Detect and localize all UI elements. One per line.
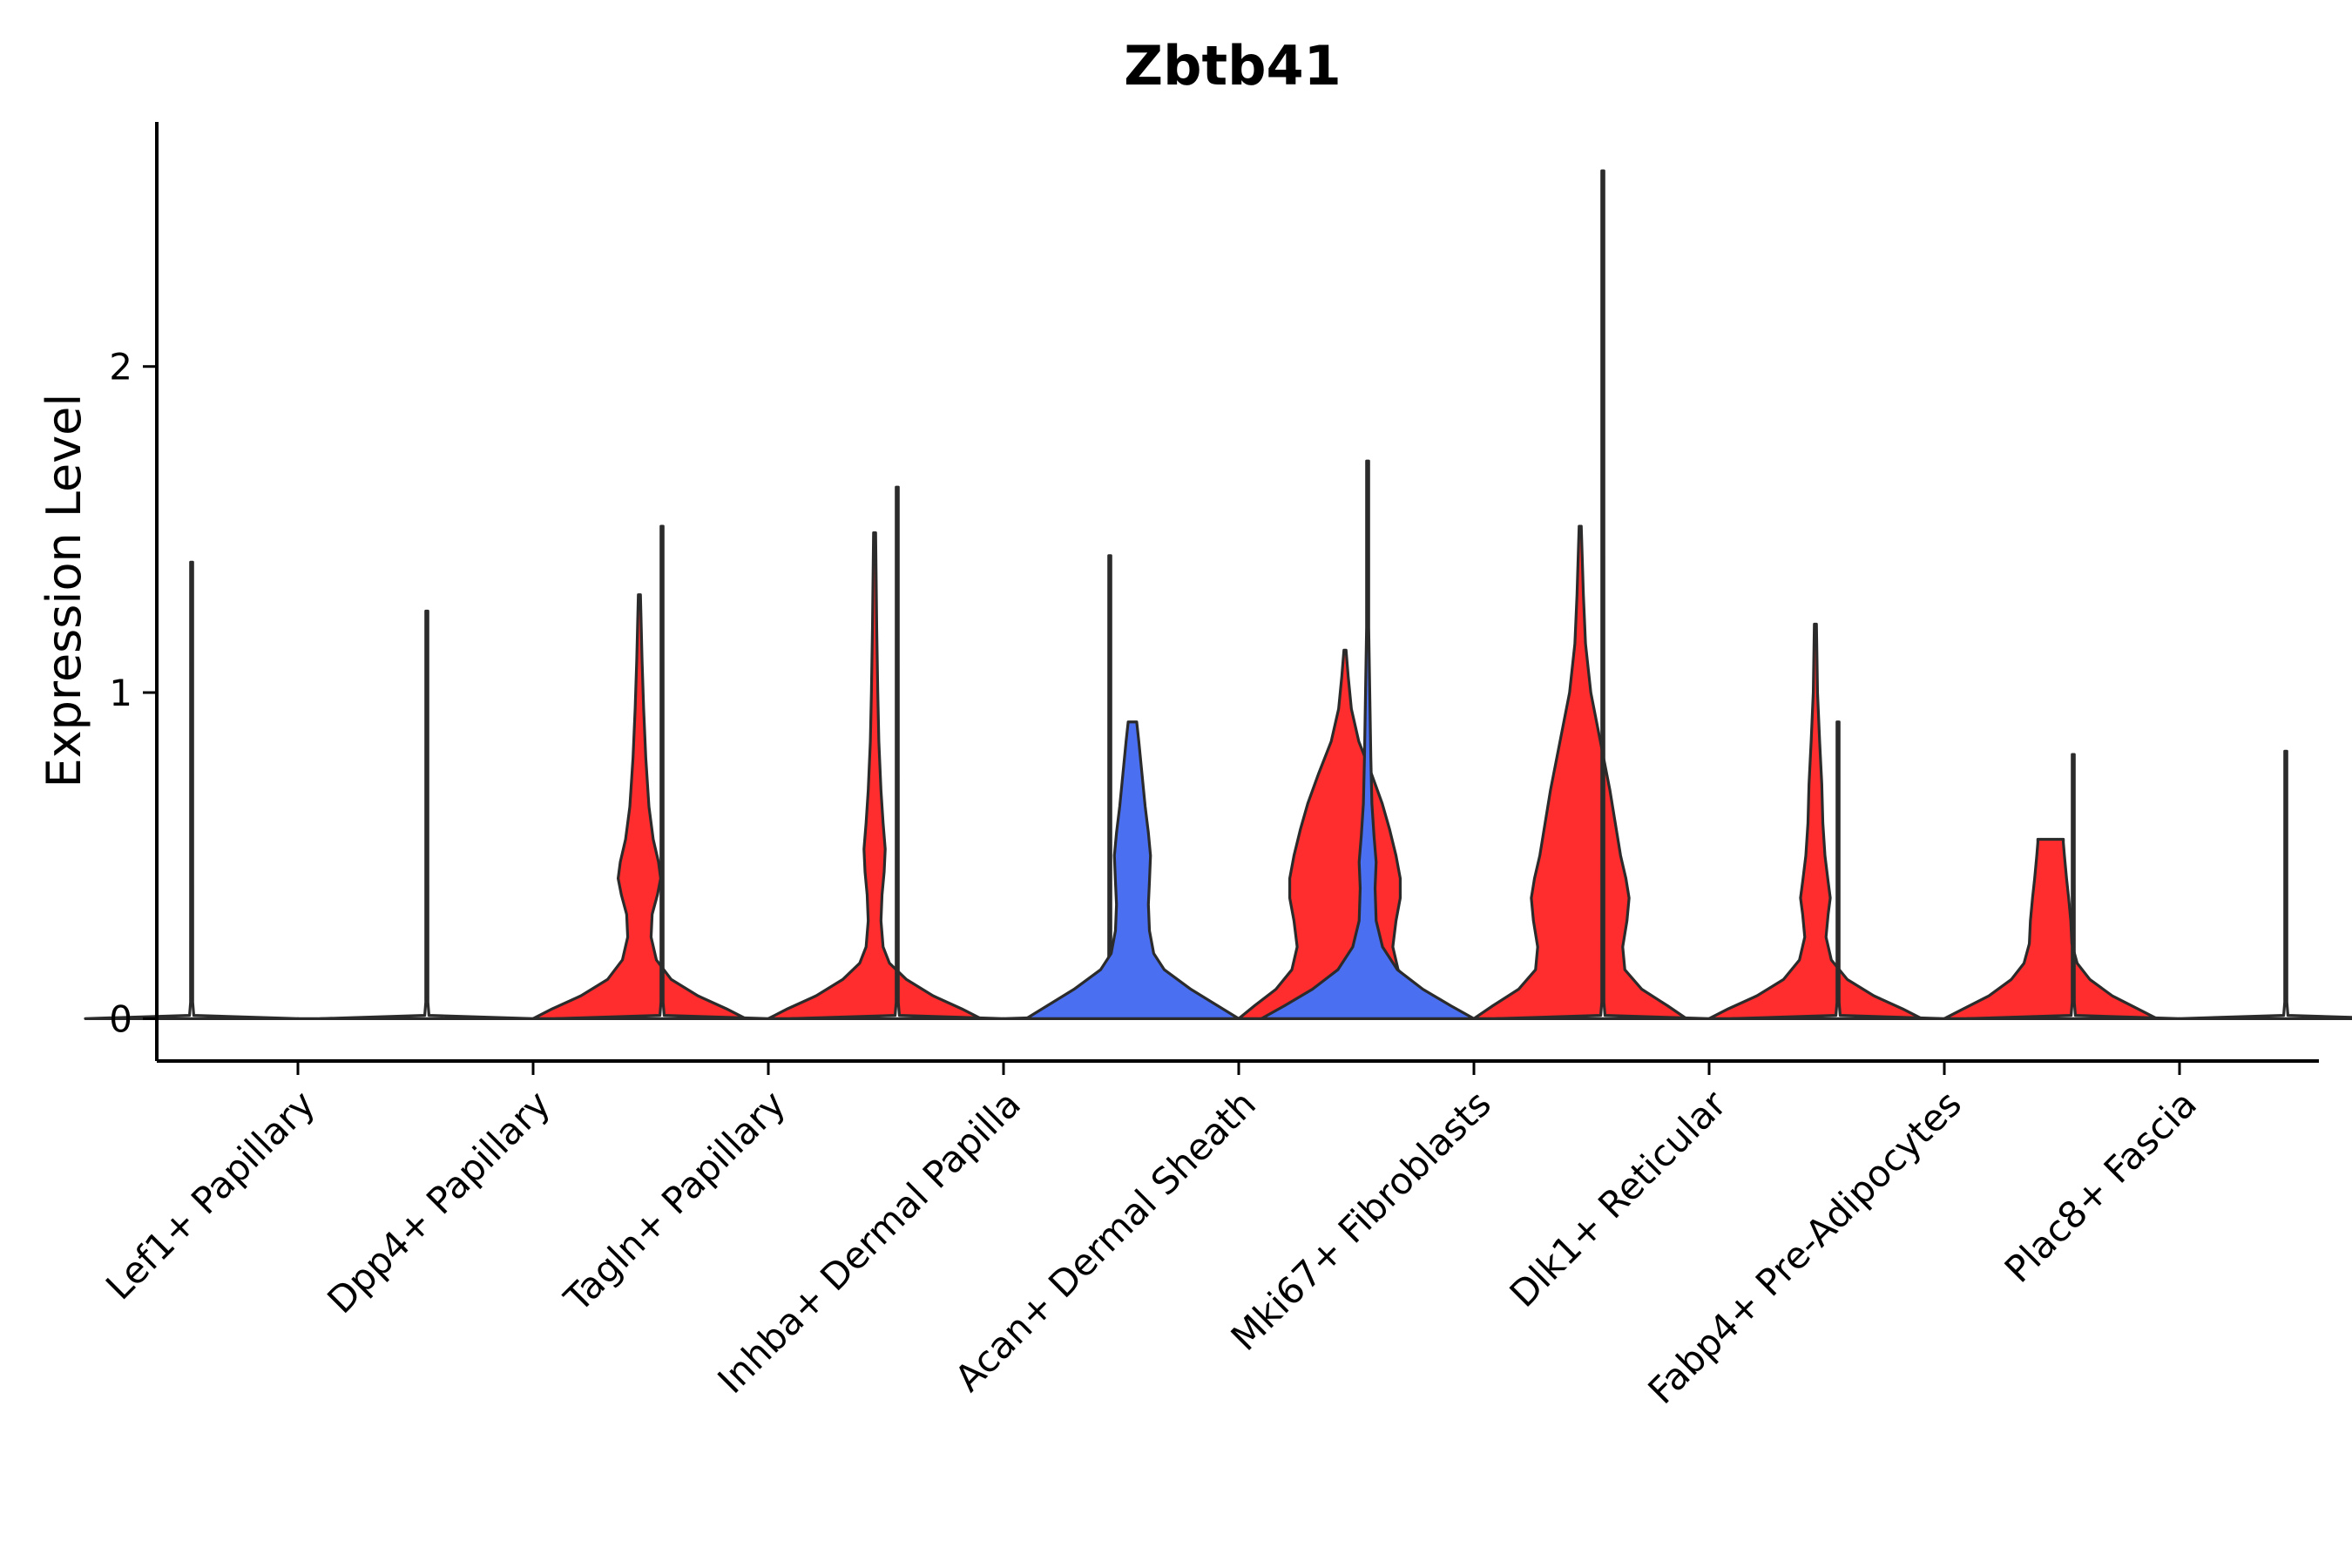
x-tick-label: Lef1+ Papillary xyxy=(98,1082,323,1308)
y-tick-label: 2 xyxy=(109,346,132,389)
violin-plac8-fascia-left xyxy=(1965,753,2181,1020)
x-tick-label: Mki67+ Fibroblasts xyxy=(1223,1082,1499,1358)
y-tick-label: 0 xyxy=(109,997,132,1040)
y-axis-ticks: 0 1 2 xyxy=(109,346,157,1040)
axes xyxy=(155,122,2319,1063)
violin-tagln-papillary-right xyxy=(767,531,983,1020)
violin-dlk1-reticular-left xyxy=(1495,169,1711,1020)
violin-acan-dermal-sheath-right xyxy=(1237,648,1453,1020)
violin-fabp4-pre-adipocytes-left xyxy=(1730,720,1946,1020)
violin-plac8-fascia-right xyxy=(2178,749,2352,1020)
violin-dpp4-papillary-right xyxy=(531,593,747,1020)
violin-lef1-papillary-left xyxy=(84,560,300,1020)
x-tick-label: Dpp4+ Papillary xyxy=(319,1082,558,1321)
chart-title: Zbtb41 xyxy=(1124,34,1342,98)
x-tick-label: Tagln+ Papillary xyxy=(556,1082,794,1320)
y-tick-label: 1 xyxy=(109,672,132,714)
violin-mki67-fibroblasts-left xyxy=(1260,459,1476,1020)
y-axis-label: Expression Level xyxy=(37,394,91,788)
violin-fabp4-pre-adipocytes-right xyxy=(1943,837,2159,1020)
violin-inhba-dermal-papilla-right xyxy=(1002,554,1218,1020)
violin-dpp4-papillary-left xyxy=(319,609,535,1020)
violin-dlk1-reticular-right xyxy=(1707,622,1923,1020)
violin-layer xyxy=(84,169,2352,1020)
violin-acan-dermal-sheath-left xyxy=(1024,720,1240,1020)
violin-mki67-fibroblasts-right xyxy=(1472,524,1688,1020)
x-tick-label: Plac8+ Fascia xyxy=(1997,1082,2205,1290)
violin-inhba-dermal-papilla-left xyxy=(789,485,1005,1020)
x-tick-label: Dlk1+ Reticular xyxy=(1502,1082,1735,1315)
violin-tagln-papillary-left xyxy=(554,524,770,1020)
